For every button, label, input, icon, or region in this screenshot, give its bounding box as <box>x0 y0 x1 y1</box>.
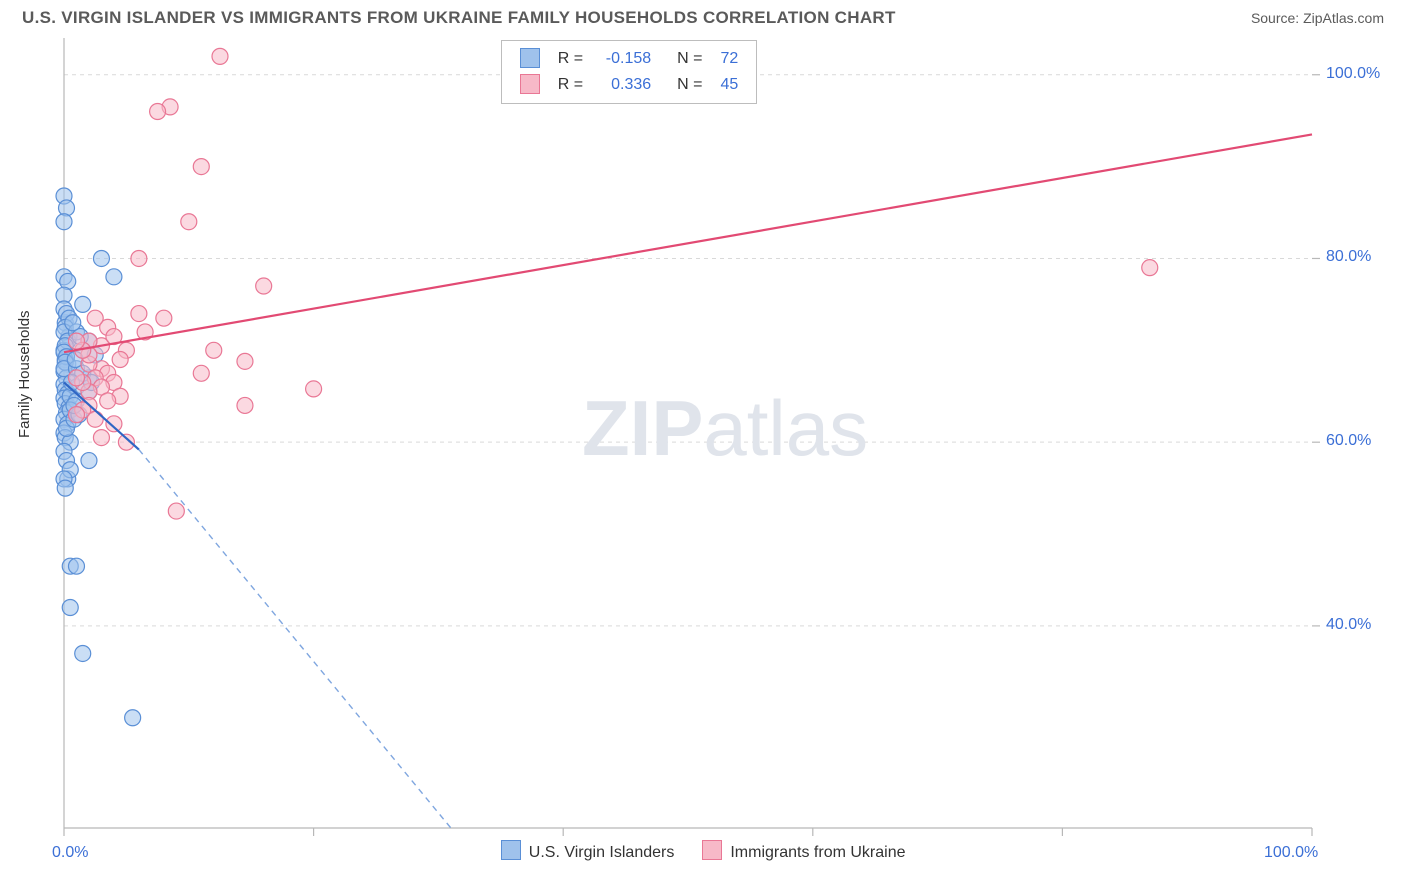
legend-swatch <box>702 840 722 860</box>
y-axis-label: Family Households <box>16 310 33 438</box>
y-tick-label: 40.0% <box>1326 616 1371 634</box>
y-tick-label: 60.0% <box>1326 432 1371 450</box>
x-tick-label: 0.0% <box>52 844 88 862</box>
stat-n-label: N = <box>661 47 710 71</box>
stat-n-value: 45 <box>712 73 746 97</box>
correlation-stats-box: R =-0.158N =72 R =0.336N =45 <box>501 40 757 104</box>
stat-swatch <box>520 74 540 94</box>
x-tick-label: 100.0% <box>1264 844 1318 862</box>
legend-item: Immigrants from Ukraine <box>702 840 905 862</box>
stat-r-label: R = <box>550 73 591 97</box>
stat-swatch <box>520 48 540 68</box>
stat-n-label: N = <box>661 73 710 97</box>
y-tick-label: 100.0% <box>1326 65 1380 83</box>
chart-title: U.S. VIRGIN ISLANDER VS IMMIGRANTS FROM … <box>22 8 896 28</box>
legend-label: U.S. Virgin Islanders <box>529 844 675 861</box>
stat-r-value: 0.336 <box>593 73 659 97</box>
y-tick-label: 80.0% <box>1326 248 1371 266</box>
chart-source: Source: ZipAtlas.com <box>1251 10 1384 26</box>
correlation-chart-svg <box>22 38 1384 858</box>
chart-container: ZIPatlas R =-0.158N =72R =0.336N =45 Fam… <box>22 38 1384 863</box>
stat-n-value: 72 <box>712 47 746 71</box>
legend-item: U.S. Virgin Islanders <box>501 840 675 862</box>
stat-r-label: R = <box>550 47 591 71</box>
x-axis-legend: U.S. Virgin Islanders Immigrants from Ukr… <box>501 840 906 862</box>
stat-r-value: -0.158 <box>593 47 659 71</box>
legend-label: Immigrants from Ukraine <box>730 844 905 861</box>
legend-swatch <box>501 840 521 860</box>
